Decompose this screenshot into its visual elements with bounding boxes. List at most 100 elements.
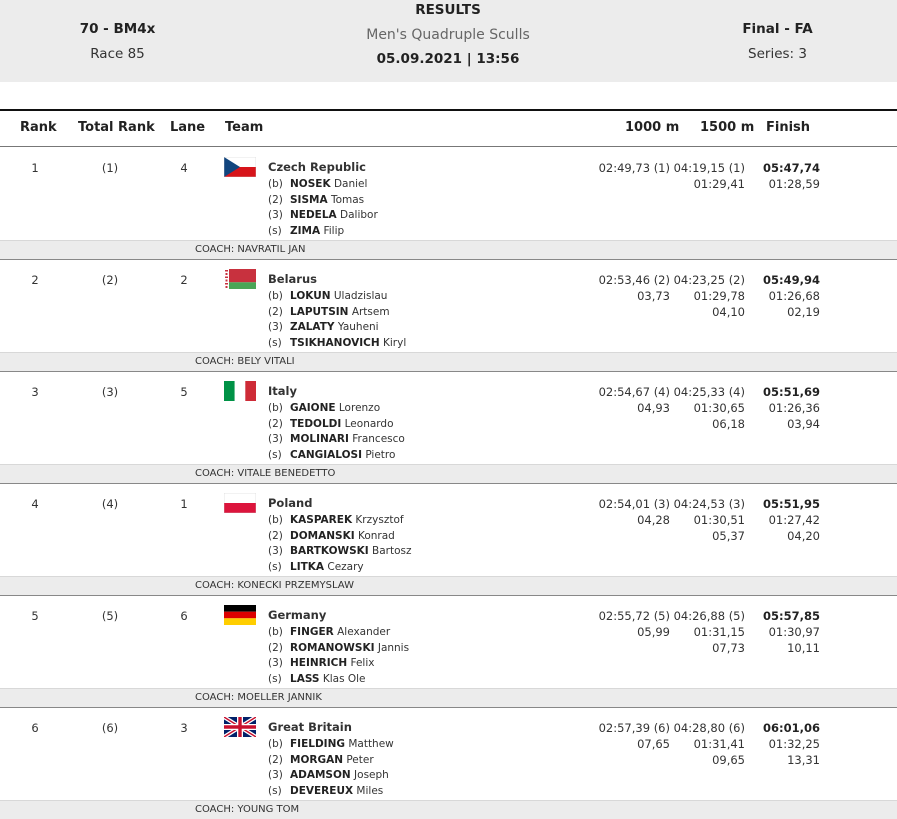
row-divider xyxy=(0,595,897,596)
rower-first-name: Miles xyxy=(356,784,384,797)
rower-first-name: Uladzislau xyxy=(333,290,388,302)
crew-row: 2 (2) 2 Belarus (b) LOKUN Uladzislau (2) LAPUTS… xyxy=(0,259,897,372)
finish-time: 13,31 xyxy=(787,753,820,767)
split-1500m: 04,10 xyxy=(712,305,745,319)
rower-last-name: TSIKHANOVICH xyxy=(290,336,380,349)
split-1500m: 01:31,15 xyxy=(693,625,745,639)
country-name: Czech Republic xyxy=(268,160,366,174)
rower-first-name: Francesco xyxy=(352,433,405,445)
rower-first-name: Jannis xyxy=(377,641,410,654)
rower-entry: (3) BARTKOWSKI Bartosz xyxy=(268,545,412,557)
total-rank: (4) xyxy=(101,497,119,511)
seat-position: (b) xyxy=(268,402,283,414)
seat-position: (2) xyxy=(268,529,283,542)
event-code: 70 - BM4x xyxy=(79,21,156,37)
row-divider xyxy=(0,371,897,372)
rower-entry: (2) TEDOLDI Leonardo xyxy=(268,418,394,430)
rower-entry: (2) DOMANSKI Konrad xyxy=(268,530,395,542)
finish-time: 01:27,42 xyxy=(768,513,820,527)
rank: 1 xyxy=(31,161,39,175)
rower-entry: (2) MORGAN Peter xyxy=(268,754,374,766)
crew-row: 4 (4) 1 Poland (b) KASPAREK Krzysztof (2) DOMAN… xyxy=(0,483,897,596)
split-1500m: 01:29,78 xyxy=(693,289,745,303)
race-number: Race 85 xyxy=(90,46,145,62)
country-name: Belarus xyxy=(268,272,317,286)
event-info: 70 - BM4x Race 85 xyxy=(30,20,205,63)
rower-first-name: Felix xyxy=(350,657,375,669)
rower-entry: (3) MOLINARI Francesco xyxy=(268,433,405,445)
row-divider xyxy=(0,483,897,484)
phase-info: Final - FA Series: 3 xyxy=(690,20,865,63)
rower-entry: (s) LITKA Cezary xyxy=(268,561,364,573)
split-1000m: 02:57,39 (6) xyxy=(598,721,670,735)
lane: 2 xyxy=(180,273,188,287)
seat-position: (3) xyxy=(268,433,283,445)
lane: 1 xyxy=(180,497,188,511)
total-rank: (1) xyxy=(101,161,119,175)
seat-position: (s) xyxy=(268,560,282,573)
event-title-block: RESULTS Men's Quadruple Sculls 05.09.202… xyxy=(298,0,598,68)
split-1500m: 04:28,80 (6) xyxy=(673,721,745,735)
total-rank: (3) xyxy=(101,385,119,399)
rower-entry: (3) ZALATY Yauheni xyxy=(268,321,379,333)
rower-last-name: DEVEREUX xyxy=(290,784,354,797)
seat-position: (b) xyxy=(268,178,283,190)
split-1000m: 03,73 xyxy=(637,289,670,303)
split-1000m: 02:49,73 (1) xyxy=(598,161,670,175)
coach-name: COACH: KONECKI PRZEMYSLAW xyxy=(195,580,354,591)
seat-position: (s) xyxy=(268,672,282,685)
rower-first-name: Dalibor xyxy=(340,209,378,221)
seat-position: (2) xyxy=(268,753,283,766)
rower-last-name: NOSEK xyxy=(290,178,331,190)
rower-entry: (3) ADAMSON Joseph xyxy=(268,769,389,781)
finish-time: 06:01,06 xyxy=(763,721,820,735)
rower-last-name: LITKA xyxy=(290,560,325,573)
rower-last-name: BARTKOWSKI xyxy=(290,545,369,557)
split-1500m: 01:30,65 xyxy=(693,401,745,415)
rower-first-name: Kiryl xyxy=(382,336,407,349)
coach-bar: COACH: NAVRATIL JAN xyxy=(0,240,897,259)
crew-row: 6 (6) 3 Great Britain (b) FIELDING Matthew (2)… xyxy=(0,707,897,819)
rower-last-name: DOMANSKI xyxy=(290,529,355,542)
great-britain-flag-icon xyxy=(224,717,256,737)
coach-name: COACH: NAVRATIL JAN xyxy=(195,244,306,255)
seat-position: (s) xyxy=(268,336,282,349)
rower-first-name: Cezary xyxy=(327,560,364,573)
seat-position: (3) xyxy=(268,209,283,221)
split-1500m: 09,65 xyxy=(712,753,745,767)
belarus-flag-icon xyxy=(224,269,256,289)
rank: 6 xyxy=(31,721,39,735)
rower-last-name: FINGER xyxy=(290,626,334,638)
col-total-rank: Total Rank xyxy=(78,120,155,135)
split-1500m: 04:19,15 (1) xyxy=(673,161,745,175)
rower-first-name: Alexander xyxy=(337,626,391,638)
results-header: 70 - BM4x Race 85 RESULTS Men's Quadrupl… xyxy=(0,0,897,82)
finish-time: 01:32,25 xyxy=(768,737,820,751)
seat-position: (s) xyxy=(268,224,282,237)
rank: 3 xyxy=(31,385,39,399)
poland-flag-icon xyxy=(224,493,256,513)
czech-flag-icon xyxy=(224,157,256,177)
italy-flag-icon xyxy=(224,381,256,401)
total-rank: (2) xyxy=(101,273,119,287)
rower-first-name: Konrad xyxy=(357,529,395,542)
seat-position: (s) xyxy=(268,784,282,797)
rower-entry: (b) GAIONE Lorenzo xyxy=(268,402,380,414)
seat-position: (3) xyxy=(268,321,283,333)
rower-entry: (2) SISMA Tomas xyxy=(268,194,364,206)
country-name: Great Britain xyxy=(268,720,352,734)
split-1000m: 07,65 xyxy=(637,737,670,751)
split-1500m: 07,73 xyxy=(712,641,745,655)
finish-time: 01:26,68 xyxy=(768,289,820,303)
row-divider xyxy=(0,259,897,260)
rower-first-name: Lorenzo xyxy=(338,402,381,414)
finish-time: 05:51,69 xyxy=(763,385,820,399)
split-1500m: 06,18 xyxy=(712,417,745,431)
rower-first-name: Bartosz xyxy=(372,545,412,557)
event-name: Men's Quadruple Sculls xyxy=(366,27,530,43)
rower-last-name: HEINRICH xyxy=(290,657,348,669)
lane: 5 xyxy=(180,385,188,399)
seat-position: (s) xyxy=(268,448,282,461)
rower-first-name: Pietro xyxy=(365,448,396,461)
rower-last-name: FIELDING xyxy=(290,738,345,750)
